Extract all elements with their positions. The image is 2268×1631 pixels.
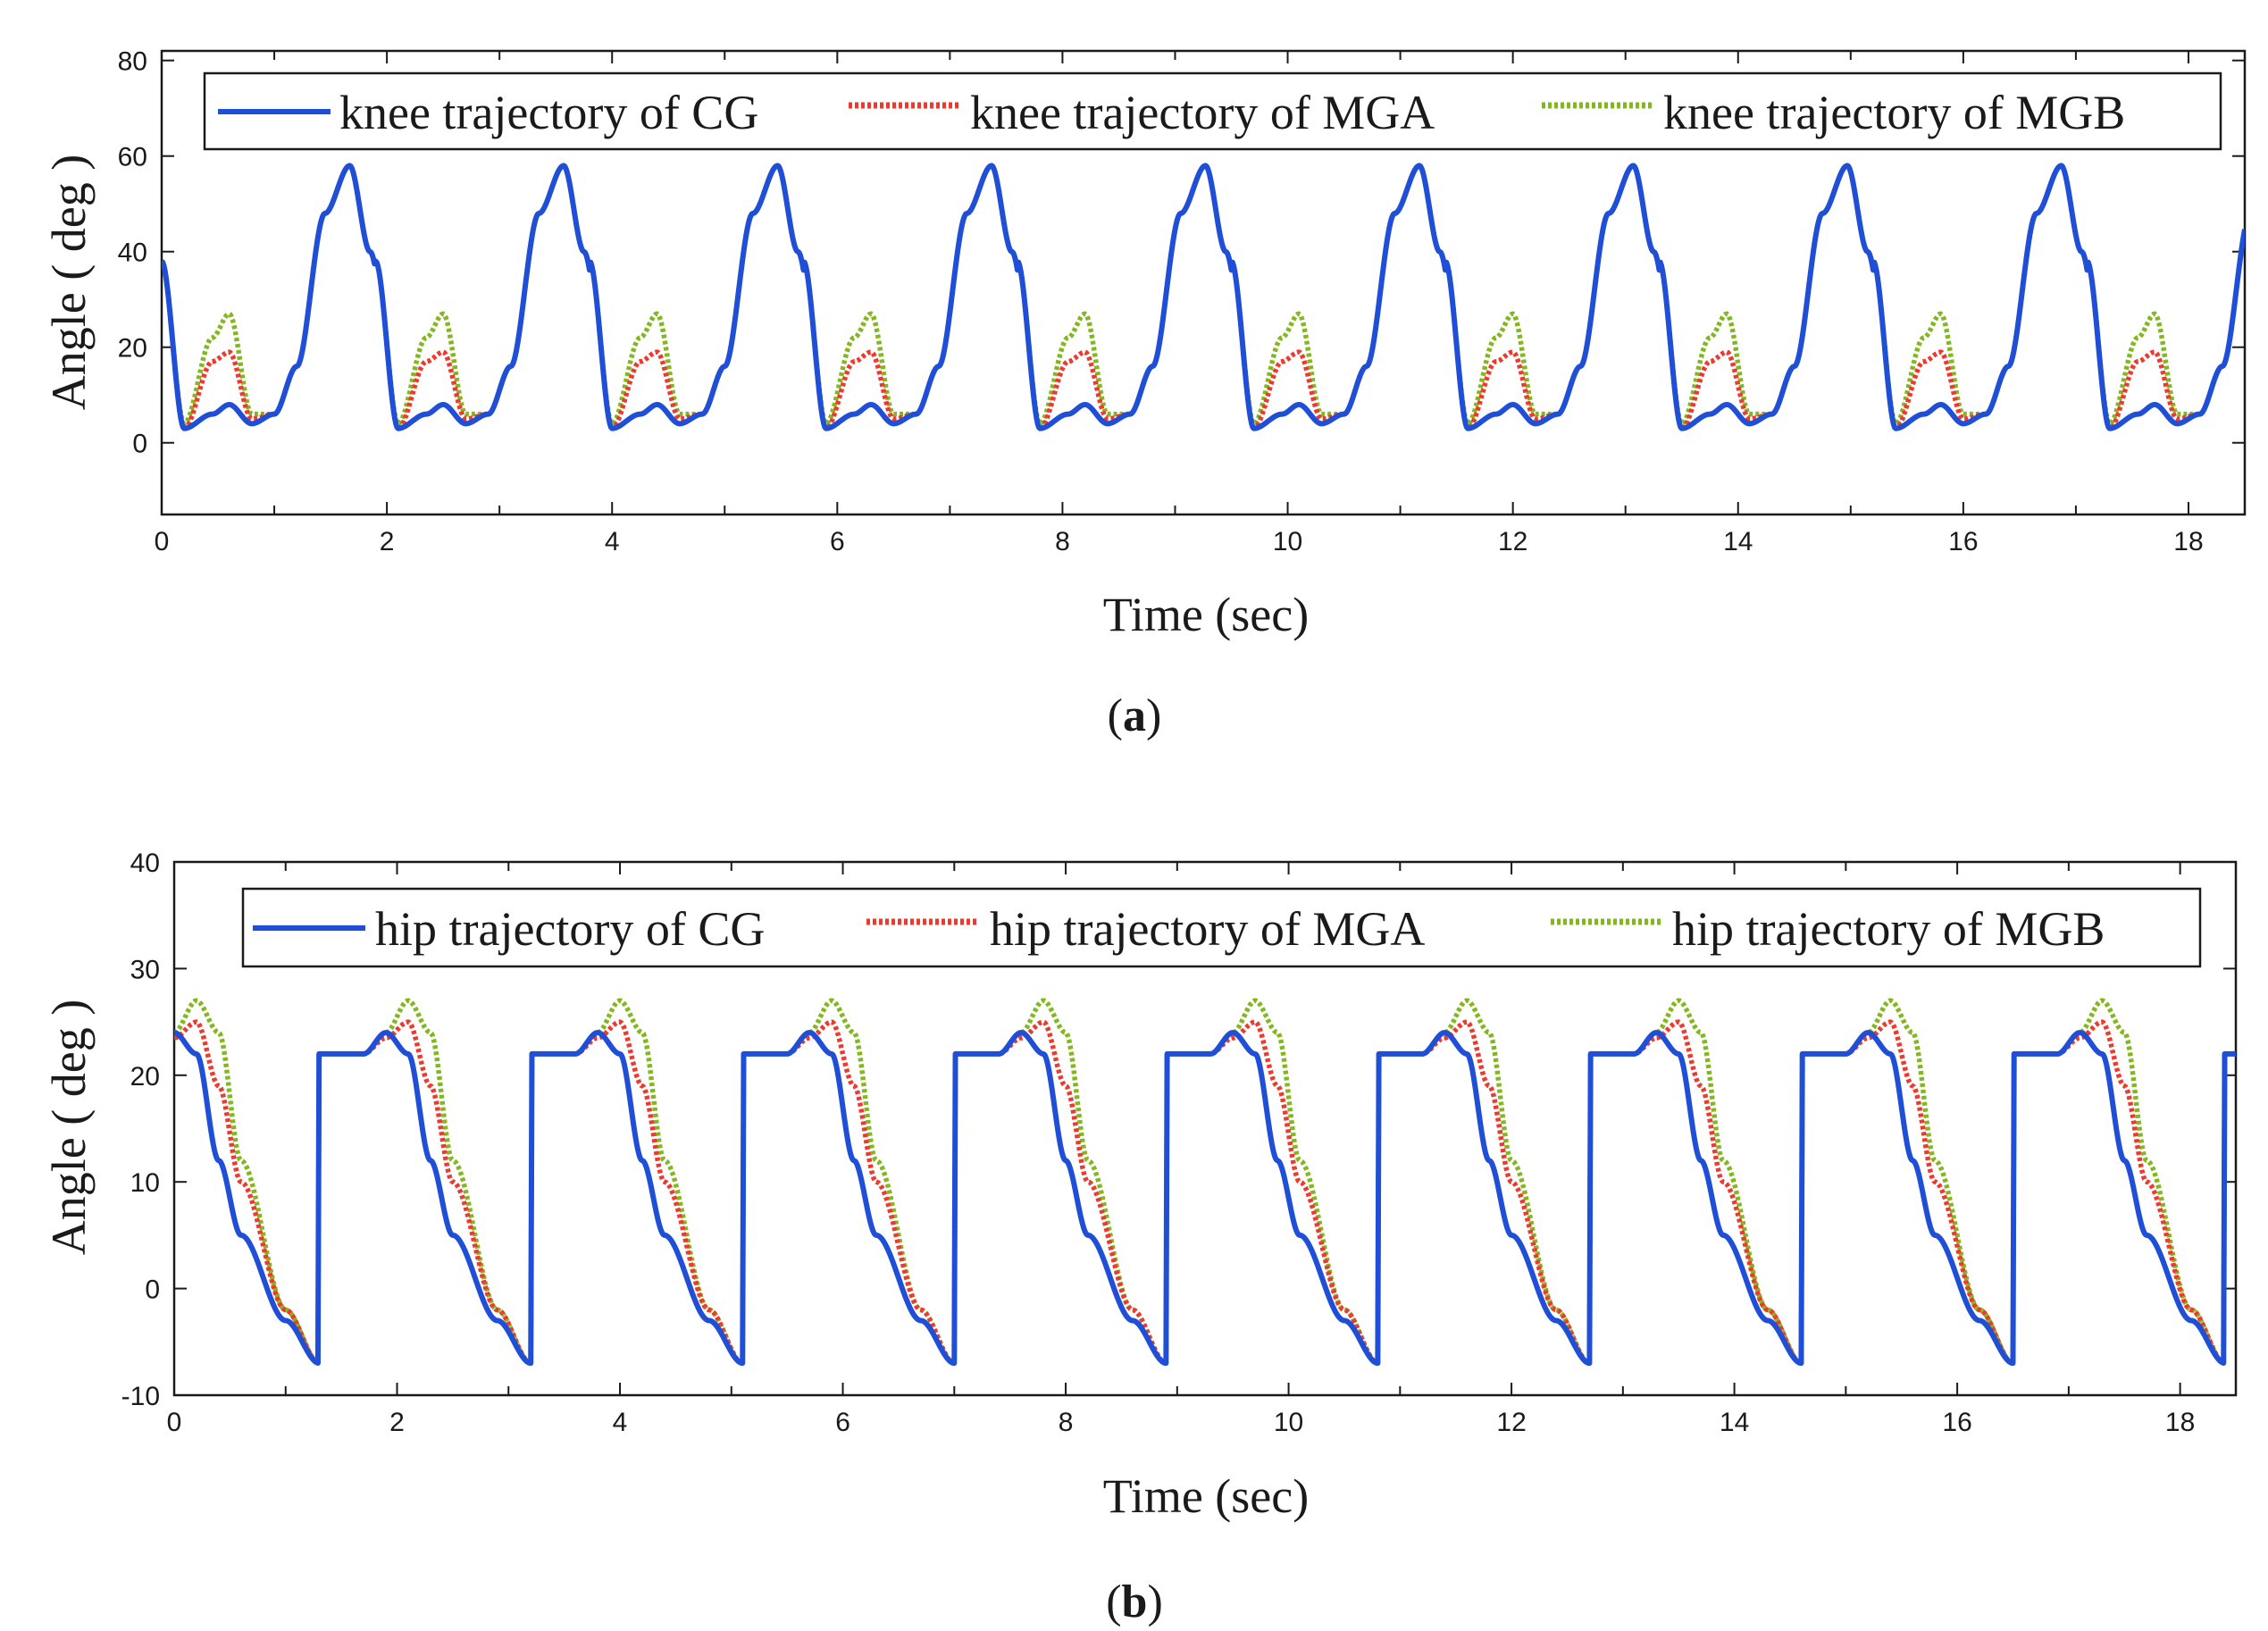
series-lines xyxy=(174,998,2236,1367)
y-tick-label: 20 xyxy=(118,334,147,364)
y-tick-label: 20 xyxy=(130,1062,160,1092)
y-tick-label: 60 xyxy=(118,143,147,172)
legend: hip trajectory of CG hip trajectory of M… xyxy=(241,887,2202,968)
x-tick-label: 12 xyxy=(1496,1408,1526,1437)
legend-box xyxy=(241,887,2202,968)
x-tick-label: 6 xyxy=(835,1408,850,1437)
x-tick-label: 12 xyxy=(1498,527,1527,556)
y-tick-label: 30 xyxy=(130,955,160,984)
legend-label-mga: knee trajectory of MGA xyxy=(970,86,1435,139)
y-axis-label: Angle ( deg ) xyxy=(42,155,96,410)
axis-ticks: 0 2 4 6 8 10 12 14 16 18 0 20 40 60 80 xyxy=(118,47,2245,556)
x-tick-label: 2 xyxy=(389,1408,405,1437)
x-tick-label: 2 xyxy=(380,527,395,556)
x-tick-label: 0 xyxy=(155,527,170,556)
y-tick-label: 10 xyxy=(130,1168,160,1198)
x-tick-label: 18 xyxy=(2173,527,2203,556)
x-tick-label: 16 xyxy=(1942,1408,1971,1437)
x-tick-label: 10 xyxy=(1274,1408,1303,1437)
legend-label-mga: hip trajectory of MGA xyxy=(990,902,1425,956)
y-axis-label: Angle ( deg ) xyxy=(42,1000,96,1255)
y-tick-label: 80 xyxy=(118,47,147,77)
series-line-cg xyxy=(174,1030,2236,1367)
legend: knee trajectory of CG knee trajectory of… xyxy=(203,71,2222,151)
x-tick-label: 18 xyxy=(2165,1408,2195,1437)
series-line-mgb xyxy=(162,163,2245,427)
x-tick-label: 8 xyxy=(1059,1408,1074,1437)
legend-label-cg: hip trajectory of CG xyxy=(375,902,765,956)
x-tick-label: 4 xyxy=(605,527,620,556)
x-tick-label: 0 xyxy=(167,1408,182,1437)
x-tick-label: 6 xyxy=(830,527,845,556)
series-line-mgb xyxy=(174,998,2236,1366)
x-tick-label: 14 xyxy=(1723,527,1753,556)
legend-label-mgb: hip trajectory of MGB xyxy=(1672,902,2105,956)
knee-angle-chart: 0 2 4 6 8 10 12 14 16 18 0 20 40 60 80 knee trajectory… xyxy=(42,47,2247,741)
y-tick-label: 0 xyxy=(132,430,147,459)
series-lines xyxy=(162,163,2245,431)
x-tick-label: 10 xyxy=(1273,527,1302,556)
panel-caption-b: (b) xyxy=(1106,1577,1163,1627)
y-tick-label: 40 xyxy=(118,238,147,268)
legend-box xyxy=(203,71,2222,151)
x-tick-label: 16 xyxy=(1948,527,1978,556)
legend-label-mgb: knee trajectory of MGB xyxy=(1663,86,2125,139)
y-tick-label: 0 xyxy=(145,1276,160,1305)
y-tick-label: 40 xyxy=(130,849,160,878)
x-tick-label: 4 xyxy=(613,1408,628,1437)
panel-caption-a: (a) xyxy=(1108,690,1162,741)
y-tick-label: -10 xyxy=(121,1382,160,1411)
x-tick-label: 8 xyxy=(1055,527,1070,556)
legend-label-cg: knee trajectory of CG xyxy=(339,86,758,139)
x-tick-label: 14 xyxy=(1720,1408,1749,1437)
x-axis-label: Time (sec) xyxy=(1103,588,1309,641)
x-axis-label: Time (sec) xyxy=(1103,1469,1309,1523)
series-line-cg xyxy=(162,163,2245,431)
